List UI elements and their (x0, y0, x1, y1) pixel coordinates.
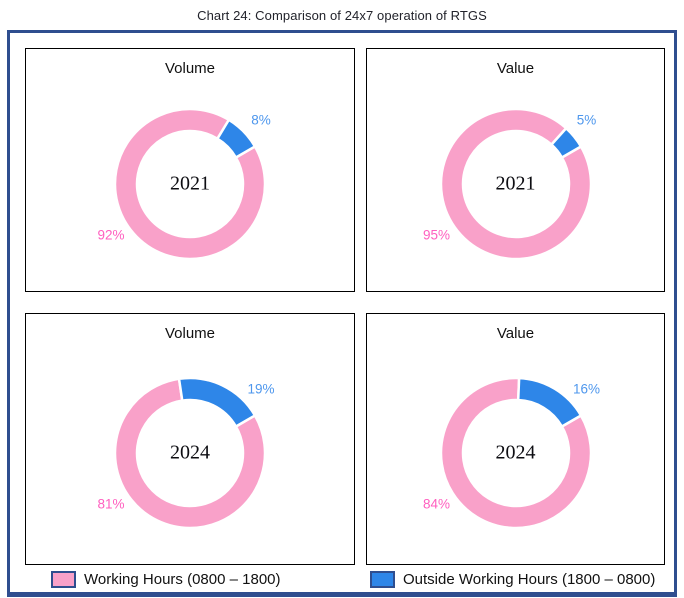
legend: Working Hours (0800 – 1800) Outside Work… (25, 567, 662, 591)
outside-hours-pct-label: 8% (251, 112, 271, 128)
donut-chart: 2024 19% 81% (26, 342, 354, 564)
donut-chart: 2021 8% 92% (26, 77, 354, 291)
donut-chart: 2021 5% 95% (367, 77, 664, 291)
donut-rings (439, 107, 592, 261)
center-year-label: 2024 (170, 441, 210, 464)
donut-rings (113, 107, 267, 261)
legend-item-working-hours: Working Hours (0800 – 1800) (25, 570, 366, 588)
working-hours-pct-label: 84% (422, 496, 451, 512)
working-hours-pct-label: 81% (97, 496, 125, 512)
outside-hours-pct-label: 19% (247, 381, 275, 397)
panels-grid: Volume 2021 8% 92% Value 2021 5% 95% Vol… (25, 48, 665, 565)
panel-value-2024: Value 2024 16% 84% (366, 313, 665, 565)
working-hours-pct-label: 92% (97, 227, 125, 243)
panel-title: Value (496, 325, 535, 342)
donut-rings (439, 376, 592, 530)
panel-value-2021: Value 2021 5% 95% (366, 48, 665, 292)
panel-title: Volume (164, 325, 216, 342)
panel-title: Value (496, 60, 535, 77)
panel-volume-2024: Volume 2024 19% 81% (25, 313, 355, 565)
page-title: Chart 24: Comparison of 24x7 operation o… (197, 7, 487, 23)
chart-frame: Volume 2021 8% 92% Value 2021 5% 95% Vol… (7, 30, 677, 597)
outside-hours-pct-label: 16% (572, 381, 601, 397)
center-year-label: 2024 (495, 441, 536, 464)
working-hours-swatch-icon (51, 570, 76, 588)
donut-chart: 2024 16% 84% (367, 342, 664, 564)
legend-label: Working Hours (0800 – 1800) (84, 570, 281, 588)
outside-hours-pct-label: 5% (576, 112, 597, 128)
center-year-label: 2021 (170, 172, 210, 195)
legend-item-outside-working-hours: Outside Working Hours (1800 – 0800) (366, 570, 656, 588)
panel-volume-2021: Volume 2021 8% 92% (25, 48, 355, 292)
legend-label: Outside Working Hours (1800 – 0800) (403, 570, 656, 588)
outside-working-hours-swatch-icon (370, 570, 395, 588)
center-year-label: 2021 (495, 172, 536, 195)
donut-rings (113, 376, 267, 530)
working-hours-pct-label: 95% (422, 227, 451, 243)
panel-title: Volume (164, 60, 216, 77)
